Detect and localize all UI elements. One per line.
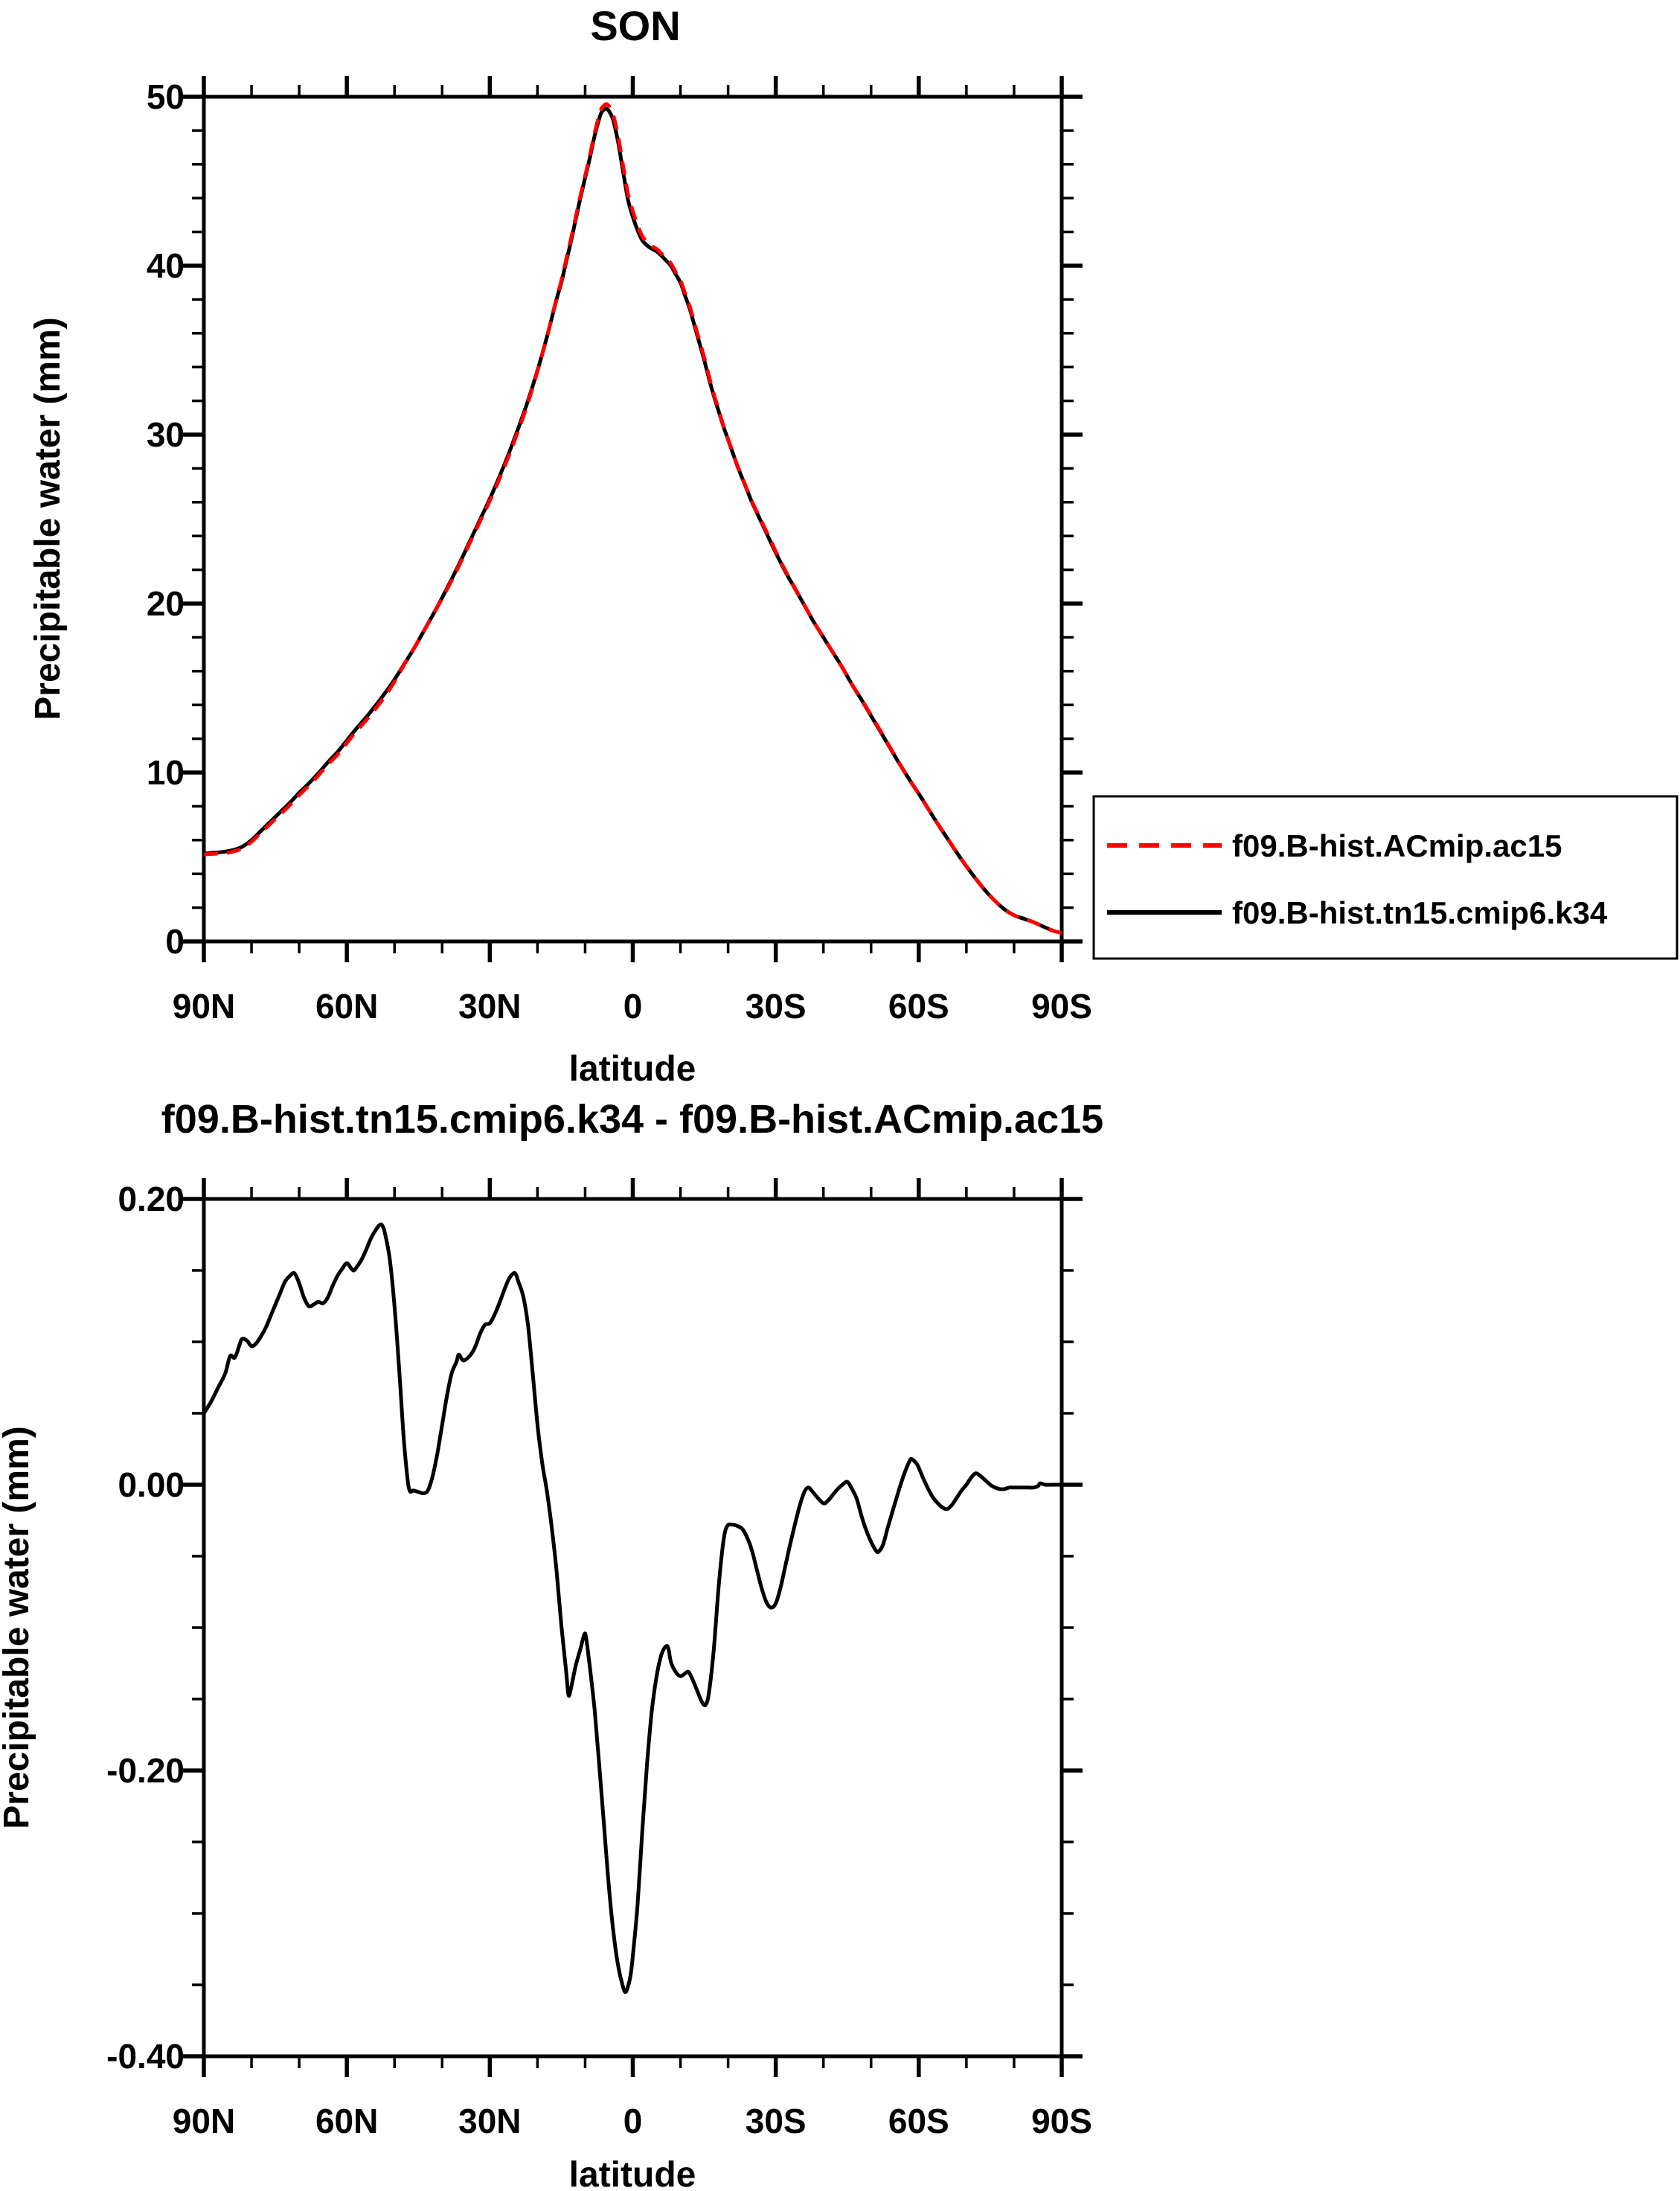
x-tick-label: 90S [1031,987,1092,1026]
x-tick-label: 30S [746,2102,807,2140]
top-x-axis-title: latitude [569,1049,696,1089]
y-tick-label: 50 [147,77,185,116]
x-tick-label: 0 [623,987,643,1026]
curve-black-solid [203,106,1062,935]
plots-root: 90N 60N 30N 0 30S 60S 90S 0 10 20 30 40 50 90N 60N 30N 0… [106,76,1092,2140]
bottom-chart-title: f09.B-hist.tn15.cmip6.k34 - f09.B-hist.A… [161,1097,1103,1142]
x-tick-label: 60N [315,987,378,1026]
bottom-chart: 90N 60N 30N 0 30S 60S 90S 0.20 0.00 -0.20 -0.40 [106,1178,1092,2140]
y-tick-label: 20 [147,584,185,623]
legend-box [1092,795,1679,960]
legend-label-ac15: f09.B-hist.ACmip.ac15 [1232,828,1562,863]
y-tick-label: 0.20 [118,1180,185,1218]
x-tick-label: 60S [888,2102,949,2140]
x-tick-label: 60S [888,987,949,1026]
y-tick-label: -0.20 [106,1751,185,1790]
y-tick-label: 40 [147,246,185,285]
top-chart-title: SON [590,2,680,49]
x-tick-label: 90N [173,2102,235,2140]
x-tick-label: 60N [315,2102,378,2140]
y-tick-label: 0.00 [118,1465,185,1504]
x-tick-label: 90N [173,987,235,1026]
legend: f09.B-hist.ACmip.ac15 f09.B-hist.tn15.cm… [1092,795,1679,960]
x-tick-label: 0 [623,2102,643,2140]
x-tick-label: 30N [458,2102,521,2140]
y-tick-label: 30 [147,415,185,454]
y-tick-label: -0.40 [106,2037,185,2076]
bottom-y-axis-title: Precipitable water (mm) [0,1426,36,1829]
top-chart: 90N 60N 30N 0 30S 60S 90S 0 10 20 30 40 50 [147,76,1092,1026]
x-tick-label: 30N [458,987,521,1026]
plot-frame [202,1197,1064,2059]
curve-black-solid [202,1222,1062,1995]
x-tick-label: 30S [746,987,807,1026]
y-tick-label: 0 [165,922,185,961]
legend-label-k34: f09.B-hist.tn15.cmip6.k34 [1232,895,1608,930]
curve-red-dashed [203,102,1062,935]
bottom-x-axis-title: latitude [569,2155,696,2191]
y-tick-label: 10 [147,753,185,792]
x-tick-label: 90S [1031,2102,1092,2140]
top-y-axis-title: Precipitable water (mm) [28,317,68,720]
